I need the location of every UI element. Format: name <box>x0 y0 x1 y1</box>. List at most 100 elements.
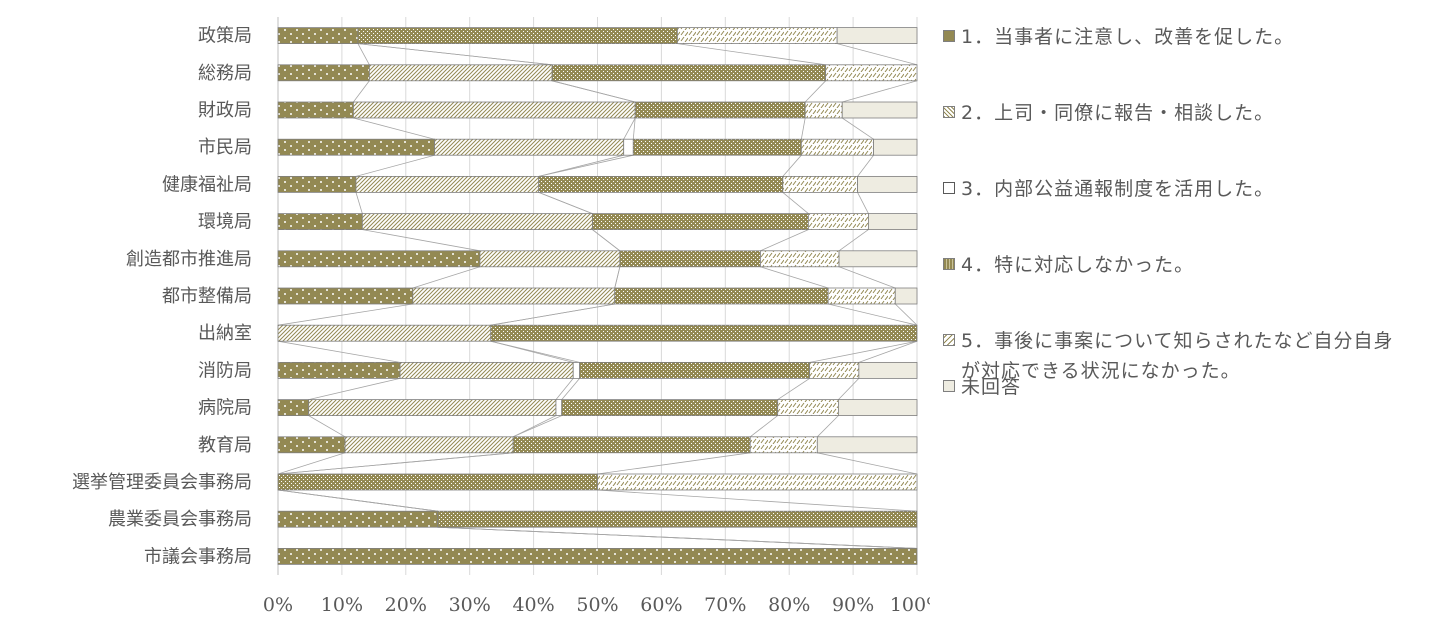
x-tick-label: 80% <box>768 594 810 616</box>
category-labels: 政策局総務局財政局市民局健康福祉局環境局創造都市推進局都市整備局出納室消防局病院… <box>72 26 252 568</box>
bar-segment <box>873 138 918 156</box>
series-line <box>838 378 860 400</box>
series-line <box>538 192 593 214</box>
legend-label-3: 3．内部公益通報制度を活用した。 <box>961 178 1275 200</box>
bar-segment <box>857 175 918 193</box>
series-line <box>632 117 636 140</box>
bar-segment <box>368 64 553 82</box>
series-line <box>777 378 810 400</box>
bar-segment <box>512 436 751 454</box>
series-line <box>355 154 435 177</box>
bar-segment <box>490 324 918 342</box>
series-line <box>277 303 413 326</box>
series-line <box>512 415 562 438</box>
x-tick-label: 30% <box>449 594 491 616</box>
series-line <box>412 266 481 289</box>
series-line <box>842 117 874 140</box>
bar-segment <box>277 64 370 82</box>
bar-segment <box>782 175 858 193</box>
series-line <box>357 43 553 66</box>
series-line <box>538 154 634 177</box>
bar-segment <box>277 399 310 417</box>
bar-segment <box>634 101 806 119</box>
series-line <box>277 489 438 512</box>
x-tick-label: 50% <box>576 594 618 616</box>
legend-label-1: 1．当事者に注意し、改善を促した。 <box>961 26 1295 48</box>
series-line <box>804 80 826 103</box>
series-line <box>817 415 839 438</box>
series-line <box>677 43 826 66</box>
series-line <box>858 340 918 363</box>
x-tick-label: 70% <box>704 594 746 616</box>
series-line <box>837 43 918 66</box>
x-tick-label: 60% <box>640 594 682 616</box>
category-label: 創造都市推進局 <box>126 249 252 270</box>
series-line <box>749 415 778 438</box>
bar-segment <box>277 510 439 528</box>
category-label: 都市整備局 <box>162 286 252 307</box>
bar-segment <box>760 250 840 268</box>
bar-segment <box>894 287 918 305</box>
bar-segment <box>561 399 779 417</box>
legend-item-3: 3．内部公益通報制度を活用した。 <box>943 174 1401 204</box>
category-label: 環境局 <box>198 212 252 233</box>
series-line <box>277 452 346 475</box>
series-line <box>809 340 918 363</box>
series-line <box>894 303 918 326</box>
bar-segment <box>277 213 363 231</box>
category-label: 病院局 <box>198 398 252 419</box>
x-tick-label: 40% <box>512 594 554 616</box>
series-line <box>277 340 401 363</box>
dots-swatch-icon <box>943 30 955 42</box>
bar-segment <box>353 101 636 119</box>
bar-segment <box>591 213 809 231</box>
x-tick-labels: 0% 10% 20% 30% 40% 50% 60% 70% 80% 90% 100% <box>263 594 930 616</box>
series-line <box>828 303 918 326</box>
bar-segment <box>825 64 918 82</box>
bar-segment <box>816 436 918 454</box>
series-line <box>842 80 918 103</box>
category-label: 財政局 <box>198 100 252 121</box>
series-line <box>800 117 806 140</box>
series-line <box>614 266 621 289</box>
bar-segment <box>676 27 838 45</box>
legend-label-5: 5．事後に事案について知らされたなど自分自身が対応できる状況になかった。 <box>961 330 1394 382</box>
category-label: 出納室 <box>198 323 252 344</box>
bar-segment <box>277 27 359 45</box>
diagonal-swatch-icon <box>943 106 955 118</box>
bar-segment <box>597 473 918 491</box>
bar-segment <box>277 324 492 342</box>
bar-segment <box>841 101 918 119</box>
series-line <box>552 80 636 103</box>
legend-label-2: 2．上司・同僚に報告・相談した。 <box>961 102 1275 124</box>
legend-item-1: 1．当事者に注意し、改善を促した。 <box>943 22 1401 52</box>
series-line <box>782 154 802 177</box>
bar-segment <box>807 213 869 231</box>
category-label: 教育局 <box>198 435 252 456</box>
x-tick-label: 100% <box>890 594 930 616</box>
category-label: 選挙管理委員会事務局 <box>72 472 252 493</box>
bar-segment <box>277 473 598 491</box>
bar-segment <box>355 175 540 193</box>
bar-segment <box>277 361 401 379</box>
category-label: 市議会事務局 <box>144 546 252 567</box>
bar-segment <box>619 250 761 268</box>
bar-segment <box>868 213 918 231</box>
category-label: 農業委員会事務局 <box>108 509 252 530</box>
bar-segment <box>277 250 481 268</box>
x-tick-label: 90% <box>832 594 874 616</box>
bar-segment <box>277 548 918 565</box>
x-tick-label: 10% <box>321 594 363 616</box>
category-label: 総務局 <box>198 63 252 84</box>
bar-segment <box>809 361 860 379</box>
bar-segment <box>277 436 346 454</box>
series-line <box>592 229 621 252</box>
series-line <box>437 526 918 549</box>
series-line <box>782 192 809 214</box>
bar-segment <box>277 287 414 305</box>
bar-segment <box>632 138 802 156</box>
series-line <box>817 452 918 475</box>
bar-segment <box>836 27 918 45</box>
beige-swatch-icon <box>943 380 955 392</box>
bar-segment <box>277 101 354 119</box>
